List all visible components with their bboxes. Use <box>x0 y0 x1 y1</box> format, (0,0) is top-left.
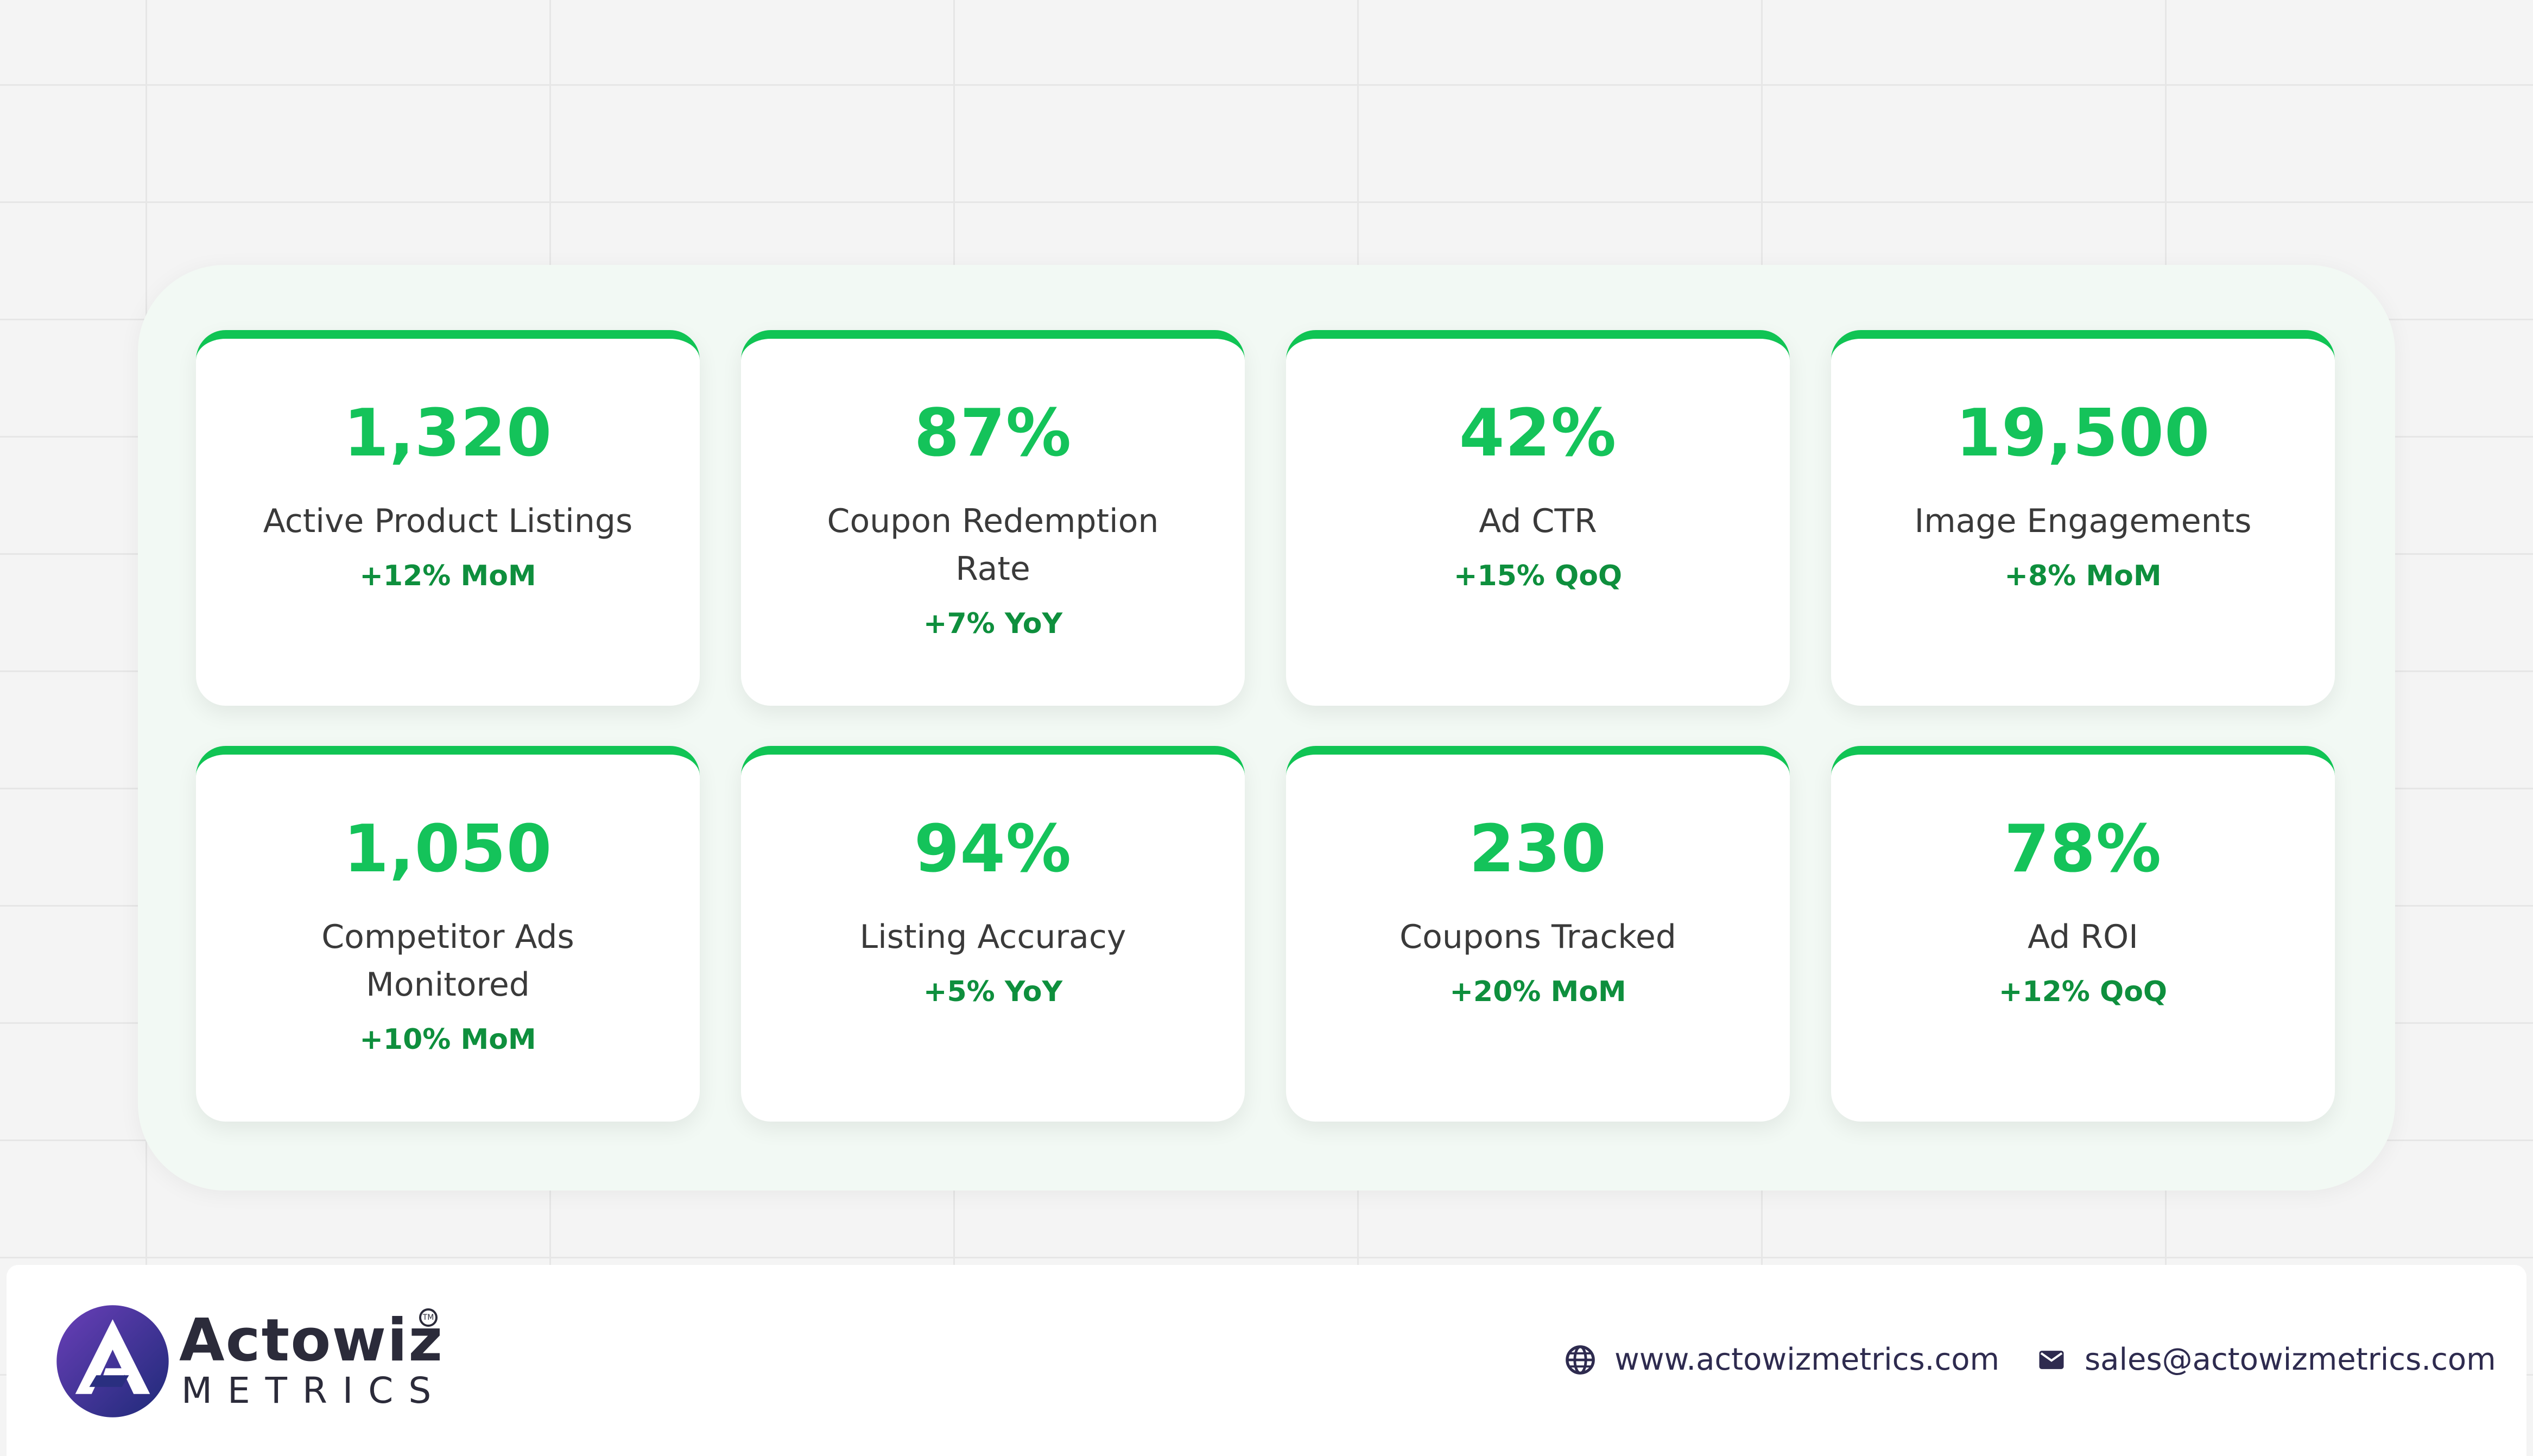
website-link[interactable]: www.actowizmetrics.com <box>1565 1341 1999 1379</box>
stat-change: +15% QoQ <box>1453 560 1623 592</box>
stat-change: +20% MoM <box>1449 976 1626 1008</box>
stat-change: +8% MoM <box>2004 560 2162 592</box>
brand-subtitle: METRICS <box>181 1370 447 1411</box>
stat-card-coupon-redemption-rate: 87% Coupon Redemption Rate +7% YoY <box>741 330 1245 706</box>
stat-label: Ad ROI <box>2028 918 2138 956</box>
footer-bar: Actowiz TM METRICS www.actowizmetrics.co… <box>7 1265 2526 1456</box>
actowiz-logo-icon <box>54 1303 171 1420</box>
envelope-icon <box>2039 1351 2064 1369</box>
stat-change: +12% QoQ <box>1998 976 2168 1008</box>
email-link[interactable]: sales@actowizmetrics.com <box>2037 1341 2496 1379</box>
stat-value: 19,500 <box>1955 396 2211 471</box>
website-text: www.actowizmetrics.com <box>1614 1342 2000 1377</box>
stat-change: +10% MoM <box>359 1023 536 1056</box>
email-text: sales@actowizmetrics.com <box>2085 1342 2496 1377</box>
stat-value: 42% <box>1459 396 1617 471</box>
brand-name: Actowiz <box>179 1307 444 1375</box>
stat-value: 94% <box>914 812 1072 887</box>
stat-card-active-product-listings: 1,320 Active Product Listings +12% MoM <box>196 330 700 706</box>
stats-grid: 1,320 Active Product Listings +12% MoM 8… <box>196 330 2335 1122</box>
stat-change: +12% MoM <box>359 560 536 592</box>
stat-label: Competitor Ads Monitored <box>321 918 574 1004</box>
stat-label: Listing Accuracy <box>859 918 1126 956</box>
stat-card-listing-accuracy: 94% Listing Accuracy +5% YoY <box>741 746 1245 1122</box>
stat-value: 87% <box>914 396 1072 471</box>
globe-icon <box>1566 1345 1595 1375</box>
stat-label: Ad CTR <box>1479 502 1597 540</box>
stat-label: Active Product Listings <box>263 502 633 540</box>
stat-value: 1,320 <box>343 396 553 471</box>
stat-card-coupons-tracked: 230 Coupons Tracked +20% MoM <box>1286 746 1790 1122</box>
stat-label: Coupon Redemption Rate <box>827 502 1159 588</box>
stat-value: 230 <box>1469 812 1607 887</box>
trademark-badge: TM <box>419 1308 438 1327</box>
stat-card-ad-roi: 78% Ad ROI +12% QoQ <box>1831 746 2335 1122</box>
stat-card-ad-ctr: 42% Ad CTR +15% QoQ <box>1286 330 1790 706</box>
stat-label: Coupons Tracked <box>1400 918 1676 956</box>
stat-change: +5% YoY <box>923 976 1063 1008</box>
stat-card-competitor-ads-monitored: 1,050 Competitor Ads Monitored +10% MoM <box>196 746 700 1122</box>
stats-panel: 1,320 Active Product Listings +12% MoM 8… <box>138 265 2395 1191</box>
stat-value: 1,050 <box>343 812 553 887</box>
stat-value: 78% <box>2004 812 2162 887</box>
stat-label: Image Engagements <box>1914 502 2252 540</box>
stat-change: +7% YoY <box>923 607 1063 640</box>
stat-card-image-engagements: 19,500 Image Engagements +8% MoM <box>1831 330 2335 706</box>
